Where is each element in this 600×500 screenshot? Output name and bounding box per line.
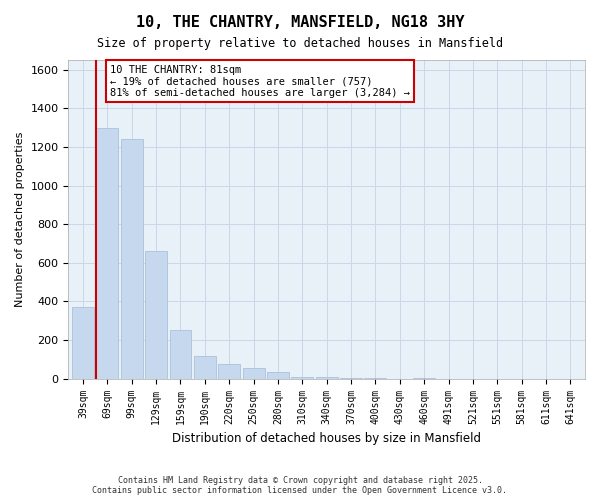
Bar [97,128,118,378]
Y-axis label: Number of detached properties: Number of detached properties [15,132,25,307]
Bar [267,372,289,378]
Text: Size of property relative to detached houses in Mansfield: Size of property relative to detached ho… [97,38,503,51]
Text: 10 THE CHANTRY: 81sqm
← 19% of detached houses are smaller (757)
81% of semi-det: 10 THE CHANTRY: 81sqm ← 19% of detached … [110,64,410,98]
Bar [145,251,167,378]
Bar [242,368,265,378]
Bar [121,139,143,378]
Bar [292,377,313,378]
Bar [316,377,338,378]
Bar [72,307,94,378]
Text: Contains HM Land Registry data © Crown copyright and database right 2025.
Contai: Contains HM Land Registry data © Crown c… [92,476,508,495]
Bar [218,364,240,378]
X-axis label: Distribution of detached houses by size in Mansfield: Distribution of detached houses by size … [172,432,481,445]
Text: 10, THE CHANTRY, MANSFIELD, NG18 3HY: 10, THE CHANTRY, MANSFIELD, NG18 3HY [136,15,464,30]
Bar [170,330,191,378]
Bar [194,356,216,378]
